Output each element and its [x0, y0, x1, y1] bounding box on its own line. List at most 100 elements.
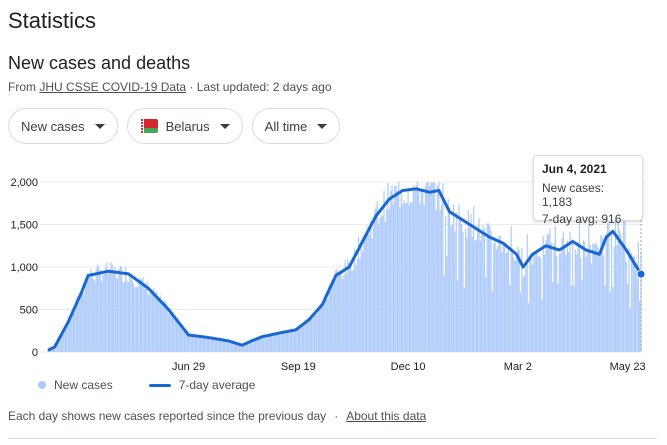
new-cases-bar: [91, 275, 93, 352]
new-cases-bar: [392, 204, 394, 352]
new-cases-bar: [361, 251, 364, 352]
new-cases-bar: [515, 256, 518, 352]
new-cases-bar: [208, 336, 210, 352]
new-cases-bar: [466, 238, 468, 352]
new-cases-bar: [557, 283, 559, 352]
new-cases-bar: [610, 232, 613, 352]
new-cases-bar: [111, 264, 113, 352]
new-cases-bar: [287, 332, 289, 352]
new-cases-bar: [123, 282, 125, 352]
region-dropdown[interactable]: Belarus: [126, 108, 243, 144]
new-cases-bar: [589, 245, 591, 352]
new-cases-bar: [86, 276, 88, 352]
new-cases-bar: [518, 249, 520, 352]
new-cases-bar: [560, 253, 562, 352]
new-cases-bar: [182, 330, 184, 352]
chevron-down-icon: [94, 123, 105, 129]
new-cases-bar: [171, 312, 174, 352]
new-cases-bar: [125, 267, 127, 352]
new-cases-bar: [158, 297, 160, 352]
new-cases-bar: [202, 336, 204, 352]
new-cases-bar: [601, 236, 603, 352]
new-cases-bar: [198, 336, 200, 352]
new-cases-bar: [108, 272, 111, 352]
new-cases-bar: [137, 287, 139, 352]
tooltip-new-cases: New cases: 1,183: [542, 181, 605, 209]
new-cases-bar: [66, 324, 68, 352]
new-cases-bar: [100, 281, 103, 352]
new-cases-bar: [391, 185, 393, 352]
time-range-dropdown[interactable]: All time: [251, 108, 341, 144]
new-cases-bar: [371, 238, 373, 352]
new-cases-bar: [444, 216, 447, 352]
new-cases-bar: [467, 209, 469, 352]
new-cases-bar: [514, 260, 516, 352]
footer-note: Each day shows new cases reported since …: [8, 409, 327, 423]
new-cases-bar: [639, 301, 641, 352]
new-cases-bar: [545, 240, 547, 352]
new-cases-bar: [52, 347, 54, 352]
new-cases-bar: [72, 307, 75, 352]
new-cases-bar: [95, 268, 97, 352]
new-cases-bar: [230, 341, 232, 352]
new-cases-bar: [217, 337, 219, 352]
new-cases-bar: [274, 332, 277, 352]
new-cases-bar: [254, 340, 257, 352]
new-cases-bar: [497, 246, 499, 352]
new-cases-bar: [382, 216, 384, 352]
new-cases-bar: [450, 226, 452, 352]
new-cases-bar: [574, 249, 577, 352]
new-cases-bar: [493, 243, 495, 352]
new-cases-bar: [554, 226, 556, 352]
new-cases-bar: [260, 338, 262, 352]
new-cases-bar: [503, 246, 506, 352]
new-cases-bar: [141, 279, 143, 352]
new-cases-bar: [387, 183, 389, 352]
new-cases-bar: [272, 336, 274, 352]
new-cases-bar: [139, 278, 141, 352]
new-cases-bar: [469, 227, 471, 352]
new-cases-bar: [345, 273, 348, 352]
new-cases-bar: [507, 246, 510, 352]
new-cases-bar: [411, 202, 413, 352]
new-cases-bar: [143, 283, 145, 352]
y-tick-label: 1,000: [10, 262, 38, 274]
metric-dropdown[interactable]: New cases: [8, 108, 118, 144]
new-cases-bar: [613, 246, 615, 352]
new-cases-bar: [344, 260, 346, 352]
about-data-link[interactable]: About this data: [346, 409, 427, 423]
new-cases-bar: [76, 296, 79, 352]
source-link[interactable]: JHU CSSE COVID-19 Data: [39, 80, 187, 94]
cases-chart[interactable]: 0 500 1,000 1,500 2,000 Jun 29 Sep 19 Dec 10 Mar…: [0, 150, 667, 380]
new-cases-bar: [541, 299, 543, 352]
new-cases-bar: [628, 248, 630, 352]
new-cases-bar: [501, 252, 503, 352]
new-cases-bar: [347, 258, 349, 352]
new-cases-bar: [197, 337, 199, 352]
new-cases-bar: [209, 339, 211, 352]
new-cases-bar: [273, 332, 275, 352]
new-cases-bar: [412, 185, 415, 352]
new-cases-bar: [616, 244, 618, 352]
new-cases-bar: [454, 231, 456, 352]
new-cases-bar: [226, 340, 228, 352]
new-cases-bar: [384, 221, 386, 352]
new-cases-bar: [463, 287, 465, 352]
new-cases-bar: [244, 343, 246, 352]
new-cases-bar: [325, 293, 328, 352]
new-cases-bar: [147, 294, 149, 352]
new-cases-bar: [216, 337, 218, 352]
new-cases-bar: [47, 350, 49, 352]
metric-dropdown-label: New cases: [21, 118, 85, 134]
new-cases-bar: [617, 213, 619, 352]
new-cases-bar: [221, 339, 223, 352]
new-cases-bar: [562, 231, 564, 352]
new-cases-bar: [218, 339, 220, 352]
new-cases-bar: [629, 308, 631, 352]
new-cases-bar: [162, 301, 164, 352]
new-cases-bar: [564, 245, 566, 352]
new-cases-bar: [420, 188, 423, 352]
new-cases-bar: [415, 184, 417, 352]
new-cases-bar: [183, 329, 186, 352]
new-cases-bar: [432, 182, 435, 352]
